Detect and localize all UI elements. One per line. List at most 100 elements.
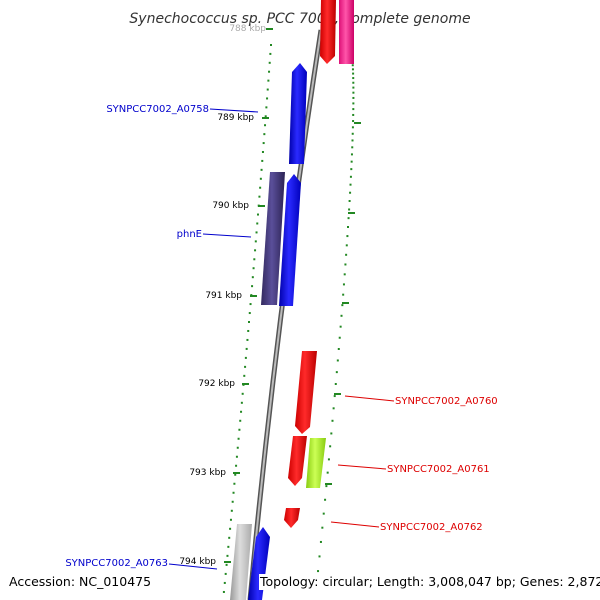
tick-label: 788 kbp (229, 24, 266, 34)
tick-label: 790 kbp (212, 201, 249, 211)
guide-dot (342, 293, 345, 296)
guide-dot (267, 79, 270, 82)
guide-dot (248, 312, 251, 315)
guide-dot (229, 527, 232, 530)
guide-dot (352, 86, 355, 89)
guide-dot (253, 258, 256, 261)
guide-dot (324, 498, 327, 501)
guide-dot (345, 253, 348, 256)
gene-label[interactable]: SYNPCC7002_A0758 (106, 104, 209, 115)
guide-dot (234, 473, 237, 476)
guide-dot (251, 276, 254, 279)
gene-phne[interactable] (261, 172, 285, 305)
guide-dot (235, 455, 238, 458)
gene-lime[interactable] (306, 438, 326, 488)
guide-dot (352, 81, 355, 84)
guide-dot (349, 175, 352, 178)
gene-synpcc7002-a0763[interactable] (248, 527, 270, 600)
guide-dot (229, 518, 232, 521)
guide-dot (350, 168, 353, 171)
guide-dot (344, 263, 347, 266)
dotted-guides (222, 44, 355, 593)
label-leaders (168, 108, 395, 570)
tick-mark (224, 561, 231, 563)
guide-dot (232, 491, 235, 494)
gene-label[interactable]: SYNPCC7002_A0761 (387, 464, 490, 475)
guide-dot (327, 458, 330, 461)
tick-mark (242, 383, 249, 385)
guide-dot (335, 371, 338, 374)
guide-dot (269, 52, 272, 55)
guide-dot (247, 329, 250, 332)
guide-dot (259, 186, 262, 189)
gene-labels: SYNPCC7002_A0758 phnE SYNPCC7002_A0760 S… (65, 104, 497, 569)
guide-dot (227, 545, 230, 548)
guide-dot (225, 563, 228, 566)
guide-dot (352, 108, 355, 111)
guide-dot (352, 120, 355, 123)
guide-dot (346, 235, 349, 238)
guide-dot (349, 191, 352, 194)
gene-features (230, 0, 354, 600)
guide-dot (352, 91, 355, 94)
guide-dot (318, 555, 321, 558)
guide-dot (255, 231, 258, 234)
guide-dot (230, 509, 233, 512)
guide-dot (321, 526, 324, 529)
guide-dot (266, 97, 269, 100)
guide-dot (352, 113, 355, 116)
gene-synpcc7002-a0760[interactable] (295, 351, 317, 434)
guide-dot (259, 177, 262, 180)
guide-dot (249, 303, 252, 306)
tick-label: 794 kbp (179, 557, 216, 567)
gene-blue-mid[interactable] (279, 174, 301, 306)
guide-dot (352, 102, 355, 105)
guide-dot (351, 146, 354, 149)
guide-dot (243, 374, 246, 377)
gene-synpcc7002-a0761[interactable] (288, 436, 307, 486)
tick-mark (262, 117, 269, 119)
gene-label[interactable]: SYNPCC7002_A0763 (65, 558, 168, 569)
gene-red-top[interactable] (320, 0, 336, 64)
gene-gray-bottom[interactable] (230, 524, 252, 600)
guide-dot (342, 283, 345, 286)
guide-dot (350, 160, 353, 163)
gene-label[interactable]: phnE (177, 229, 202, 240)
guide-dot (268, 61, 271, 64)
guide-dot (317, 570, 320, 573)
guide-dot (256, 213, 259, 216)
tick-label: 793 kbp (189, 468, 226, 478)
scale-labels: 788 kbp 789 kbp 790 kbp 791 kbp 792 kbp … (179, 24, 266, 567)
guide-dot (325, 485, 328, 488)
guide-dot (226, 554, 229, 557)
gene-label[interactable]: SYNPCC7002_A0760 (395, 396, 498, 407)
guide-dot (334, 382, 337, 385)
guide-dot (348, 199, 351, 202)
guide-dot (244, 356, 247, 359)
gene-synpcc7002-a0758[interactable] (289, 63, 307, 164)
guide-dot (345, 244, 348, 247)
tick-label: 791 kbp (205, 291, 242, 301)
guide-dot (261, 150, 264, 153)
guide-dot (347, 217, 350, 220)
guide-dot (351, 139, 354, 142)
guide-dot (265, 106, 268, 109)
guide-dot (262, 142, 265, 145)
gene-label[interactable]: SYNPCC7002_A0762 (380, 522, 483, 533)
gene-magenta-top[interactable] (339, 0, 354, 64)
guide-dot (351, 64, 354, 67)
guide-dot (270, 44, 272, 46)
map-title: Synechococcus sp. PCC 7002, complete gen… (129, 11, 470, 27)
guide-dot (254, 249, 257, 252)
guide-dot (244, 365, 247, 368)
guide-dot (341, 304, 344, 307)
guide-dot (338, 336, 341, 339)
guide-dot (228, 536, 231, 539)
guide-dot (238, 428, 241, 431)
guide-dot (329, 445, 332, 448)
guide-dot (350, 153, 353, 156)
tick-label: 792 kbp (198, 379, 235, 389)
tick-mark (266, 28, 273, 30)
guide-dot (252, 267, 255, 270)
gene-synpcc7002-a0762[interactable] (284, 508, 300, 528)
